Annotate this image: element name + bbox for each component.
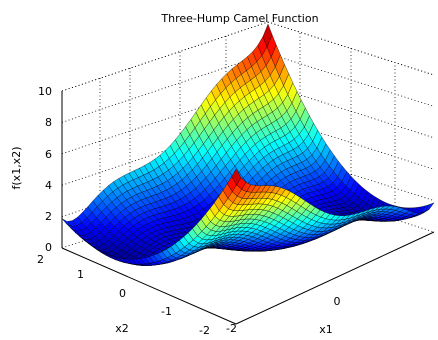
y-tick-2: 2 (37, 253, 44, 266)
y-axis-label: x2 (115, 322, 129, 335)
z-tick-8: 8 (45, 116, 52, 129)
z-tick-0: 0 (45, 241, 52, 254)
y-tick-1: 1 (77, 268, 84, 281)
y-tick-neg1: -1 (161, 305, 172, 318)
chart-title: Three-Hump Camel Function (160, 12, 318, 25)
y-tick-neg2: -2 (199, 324, 210, 337)
axes-front: 10 8 6 4 2 0 2 1 0 -1 -2 -2 0 f(x1,x2) x… (10, 85, 435, 337)
x-axis-label: x1 (319, 323, 333, 336)
surface-facet (231, 168, 242, 186)
z-tick-4: 4 (45, 179, 52, 192)
x-axis-line (235, 231, 435, 325)
surface-mesh (61, 23, 435, 266)
z-gridline (61, 21, 435, 92)
x-tick-neg2: -2 (226, 322, 237, 335)
z-tick-10: 10 (38, 85, 52, 98)
y-tick-0: 0 (119, 287, 126, 300)
z-axis-label: f(x1,x2) (10, 147, 23, 190)
z-tick-6: 6 (45, 148, 52, 161)
z-tick-2: 2 (45, 210, 52, 223)
y-axis-line (61, 247, 237, 325)
x-tick-0: 0 (334, 295, 341, 308)
